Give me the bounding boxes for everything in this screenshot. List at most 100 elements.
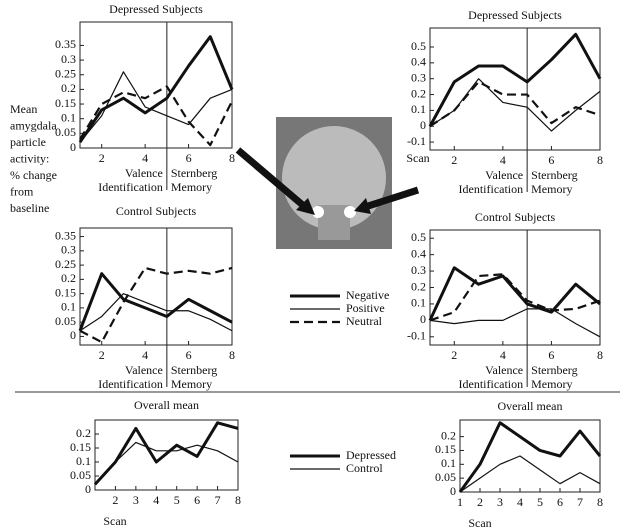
y-tick-label: 0.1: [411, 102, 426, 116]
y-tick-label: 0.2: [411, 86, 426, 100]
y-tick-label: 0: [85, 482, 91, 496]
x-tick-label: 1: [457, 495, 463, 509]
y-tick-label: 0.1: [76, 454, 91, 468]
series-line: [430, 268, 600, 321]
series-line: [430, 82, 600, 126]
y-axis-label: % change: [10, 168, 57, 182]
x-tick-label: 4: [142, 348, 148, 362]
y-tick-label: 0.1: [61, 110, 76, 124]
x-tick-label: 7: [577, 495, 583, 509]
amygdala-left: [312, 206, 324, 218]
y-axis-label: activity:: [10, 151, 49, 165]
y-axis-label: baseline: [10, 201, 49, 215]
x-tick-label: 6: [548, 348, 554, 362]
y-tick-label: 0.25: [55, 257, 76, 271]
x-tick-label: 2: [99, 151, 105, 165]
y-tick-label: 0.4: [411, 246, 426, 260]
series-line: [80, 274, 232, 331]
x-axis-label: Scan: [406, 151, 429, 165]
y-tick-label: 0.2: [76, 426, 91, 440]
legend-label: Control: [346, 461, 383, 475]
chart-title: Control Subjects: [475, 210, 556, 224]
series-line: [80, 86, 232, 145]
x-tick-label: 6: [557, 495, 563, 509]
y-tick-label: 0.05: [55, 125, 76, 139]
x-tick-label: 5: [537, 495, 543, 509]
phase-label: Sternberg: [531, 363, 577, 377]
x-tick-label: 5: [174, 493, 180, 507]
phase-label: Valence: [125, 363, 163, 377]
phase-label: Memory: [171, 377, 212, 391]
y-tick-label: 0.05: [55, 314, 76, 328]
x-tick-label: 4: [500, 153, 506, 167]
y-tick-label: 0.5: [411, 230, 426, 244]
x-tick-label: 2: [477, 495, 483, 509]
y-axis-label: particle: [10, 135, 46, 149]
y-tick-label: 0.1: [441, 456, 456, 470]
x-tick-label: 2: [451, 348, 457, 362]
y-tick-label: 0.2: [441, 428, 456, 442]
series-line: [95, 423, 238, 485]
series-line: [430, 309, 600, 337]
x-tick-label: 6: [548, 153, 554, 167]
chart-title: Depressed Subjects: [468, 8, 562, 22]
legend-label: Depressed: [346, 448, 396, 462]
y-tick-label: 0.2: [61, 81, 76, 95]
y-tick-label: 0.3: [411, 263, 426, 277]
phase-label: Sternberg: [171, 363, 217, 377]
phase-label: Valence: [485, 363, 523, 377]
legend-label: Negative: [346, 288, 389, 302]
x-axis-label: Scan: [103, 514, 126, 528]
y-tick-label: 0: [450, 484, 456, 498]
legend-label: Positive: [346, 301, 385, 315]
y-tick-label: 0.3: [61, 243, 76, 257]
y-tick-label: 0.15: [55, 285, 76, 299]
series-line: [80, 37, 232, 142]
phase-label: Memory: [531, 182, 572, 196]
legend-label: Neutral: [346, 314, 383, 328]
x-tick-label: 3: [133, 493, 139, 507]
series-line: [80, 268, 232, 342]
x-tick-label: 2: [112, 493, 118, 507]
y-axis-label: Mean: [10, 102, 37, 116]
y-tick-label: 0.15: [435, 442, 456, 456]
phase-label: Memory: [171, 180, 212, 194]
series-line: [430, 274, 600, 320]
y-tick-label: 0: [420, 118, 426, 132]
x-tick-label: 8: [597, 495, 603, 509]
phase-label: Sternberg: [171, 166, 217, 180]
x-tick-label: 4: [142, 151, 148, 165]
x-tick-label: 8: [229, 348, 235, 362]
chart-title: Depressed Subjects: [109, 2, 203, 16]
phase-label: Identification: [98, 377, 163, 391]
x-tick-label: 8: [235, 493, 241, 507]
x-tick-label: 8: [597, 348, 603, 362]
x-tick-label: 2: [451, 153, 457, 167]
y-tick-label: 0.15: [55, 96, 76, 110]
figure: Depressed Subjects00.050.10.150.20.250.3…: [0, 0, 625, 532]
y-tick-label: 0: [70, 328, 76, 342]
x-tick-label: 8: [597, 153, 603, 167]
phase-label: Memory: [531, 377, 572, 391]
y-tick-label: -0.1: [407, 134, 426, 148]
x-tick-label: 2: [99, 348, 105, 362]
y-tick-label: 0.35: [55, 37, 76, 51]
plot-frame: [80, 22, 232, 148]
y-tick-label: 0: [70, 140, 76, 154]
phase-label: Valence: [125, 166, 163, 180]
y-tick-label: 0.3: [411, 70, 426, 84]
y-tick-label: 0.15: [70, 440, 91, 454]
x-tick-label: 6: [194, 493, 200, 507]
y-tick-label: 0.5: [411, 39, 426, 53]
series-line: [95, 442, 238, 484]
phase-label: Sternberg: [531, 168, 577, 182]
y-tick-label: 0.05: [435, 470, 456, 484]
y-tick-label: 0.1: [411, 296, 426, 310]
y-tick-label: 0: [420, 312, 426, 326]
y-tick-label: 0.25: [55, 66, 76, 80]
x-tick-label: 4: [153, 493, 159, 507]
x-tick-label: 8: [229, 151, 235, 165]
y-tick-label: 0.4: [411, 55, 426, 69]
y-axis-label: from: [10, 184, 34, 198]
y-tick-label: 0.05: [70, 468, 91, 482]
